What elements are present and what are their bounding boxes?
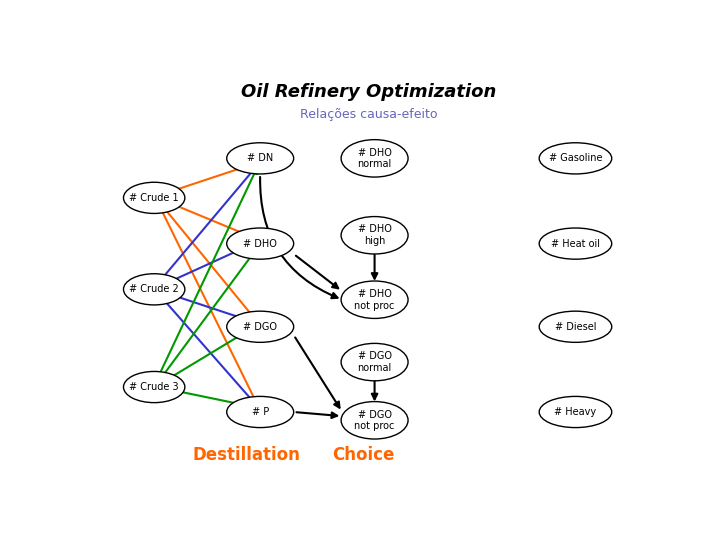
Text: # Heavy: # Heavy bbox=[554, 407, 597, 417]
Ellipse shape bbox=[539, 143, 612, 174]
Text: # Crude 2: # Crude 2 bbox=[130, 285, 179, 294]
Text: Relações causa-efeito: Relações causa-efeito bbox=[300, 108, 438, 121]
Text: Destillation: Destillation bbox=[192, 446, 300, 464]
Text: Choice: Choice bbox=[332, 446, 395, 464]
Text: # P: # P bbox=[251, 407, 269, 417]
Ellipse shape bbox=[227, 228, 294, 259]
Ellipse shape bbox=[227, 143, 294, 174]
Ellipse shape bbox=[227, 311, 294, 342]
FancyArrowPatch shape bbox=[296, 255, 338, 288]
Text: # Crude 3: # Crude 3 bbox=[130, 382, 179, 392]
Text: # DN: # DN bbox=[247, 153, 274, 164]
Text: # DGO: # DGO bbox=[243, 322, 277, 332]
Ellipse shape bbox=[124, 183, 185, 213]
Ellipse shape bbox=[539, 396, 612, 428]
Ellipse shape bbox=[539, 311, 612, 342]
Ellipse shape bbox=[341, 402, 408, 439]
Text: # DHO
high: # DHO high bbox=[358, 225, 392, 246]
Text: # DGO
normal: # DGO normal bbox=[357, 352, 392, 373]
Text: # DHO
normal: # DHO normal bbox=[357, 147, 392, 169]
Text: # Crude 1: # Crude 1 bbox=[130, 193, 179, 203]
FancyArrowPatch shape bbox=[295, 338, 340, 408]
Ellipse shape bbox=[539, 228, 612, 259]
FancyArrowPatch shape bbox=[297, 412, 337, 418]
Ellipse shape bbox=[341, 281, 408, 319]
Text: # DHO
not proc: # DHO not proc bbox=[354, 289, 395, 310]
Text: # Diesel: # Diesel bbox=[554, 322, 596, 332]
Text: # Gasoline: # Gasoline bbox=[549, 153, 602, 164]
FancyArrowPatch shape bbox=[260, 177, 338, 298]
Text: # Heat oil: # Heat oil bbox=[551, 239, 600, 248]
Ellipse shape bbox=[341, 217, 408, 254]
Ellipse shape bbox=[227, 396, 294, 428]
Ellipse shape bbox=[341, 140, 408, 177]
Ellipse shape bbox=[124, 372, 185, 403]
Text: # DGO
not proc: # DGO not proc bbox=[354, 409, 395, 431]
Ellipse shape bbox=[341, 343, 408, 381]
Text: # DHO: # DHO bbox=[243, 239, 277, 248]
Text: Oil Refinery Optimization: Oil Refinery Optimization bbox=[241, 83, 497, 101]
Ellipse shape bbox=[124, 274, 185, 305]
